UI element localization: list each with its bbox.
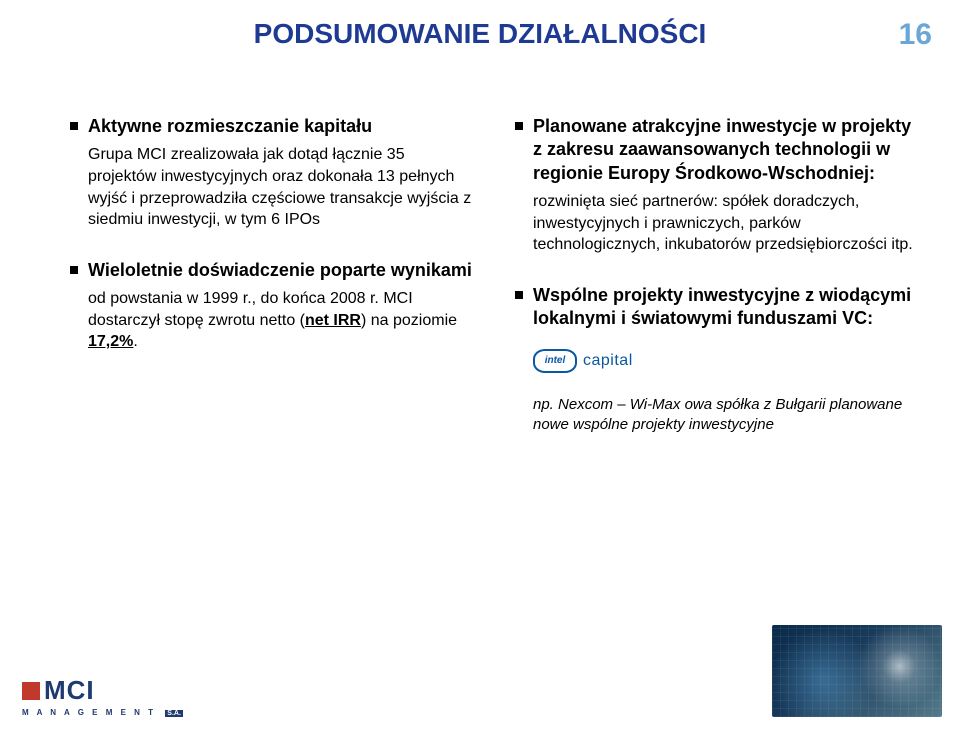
bullet-active-capital: Aktywne rozmieszczanie kapitału Grupa MC… [70, 115, 475, 231]
footer: MCI M A N A G E M E N T S.A. [22, 675, 183, 717]
bullet-sub-text: rozwinięta sieć partnerów: spółek doradc… [533, 191, 920, 256]
mci-logo-text: MCI [44, 675, 95, 706]
bullet-experience: Wieloletnie doświadczenie poparte wynika… [70, 259, 475, 353]
bullet-square-icon [515, 122, 523, 130]
page-title: PODSUMOWANIE DZIAŁALNOŚCI [0, 18, 960, 50]
bullet-head-text: Wieloletnie doświadczenie poparte wynika… [88, 259, 472, 282]
decorative-tech-image [772, 625, 942, 717]
mci-red-square-icon [22, 682, 40, 700]
mci-management-text: M A N A G E M E N T [22, 708, 156, 717]
page-number: 16 [899, 18, 932, 52]
bullet-square-icon [515, 291, 523, 299]
left-column: Aktywne rozmieszczanie kapitału Grupa MC… [70, 115, 475, 445]
bullet-planned-investments: Planowane atrakcyjne inwestycje w projek… [515, 115, 920, 256]
net-irr-label: net IRR [305, 312, 361, 329]
bullet-head-text: Aktywne rozmieszczanie kapitału [88, 115, 372, 138]
text-fragment: . [133, 333, 137, 350]
mci-sa-badge: S.A. [165, 710, 183, 717]
bullet-joint-projects: Wspólne projekty inwestycyjne z wiodącym… [515, 284, 920, 435]
intel-logo-icon: intel [533, 349, 577, 373]
bullet-head-text: Wspólne projekty inwestycyjne z wiodącym… [533, 284, 920, 331]
intel-capital-logo: intel capital [533, 349, 920, 373]
mci-logo: MCI M A N A G E M E N T S.A. [22, 675, 183, 717]
bullet-sub-text: od powstania w 1999 r., do końca 2008 r.… [88, 288, 475, 353]
right-column: Planowane atrakcyjne inwestycje w projek… [515, 115, 920, 445]
bullet-head-text: Planowane atrakcyjne inwestycje w projek… [533, 115, 920, 185]
text-fragment: ) na poziomie [361, 312, 457, 329]
bullet-sub-text: Grupa MCI zrealizowała jak dotąd łącznie… [88, 144, 475, 230]
capital-text: capital [583, 352, 633, 370]
irr-value: 17,2% [88, 333, 133, 350]
footnote-text: np. Nexcom – Wi-Max owa spółka z Bułgari… [533, 395, 920, 436]
bullet-square-icon [70, 266, 78, 274]
bullet-square-icon [70, 122, 78, 130]
